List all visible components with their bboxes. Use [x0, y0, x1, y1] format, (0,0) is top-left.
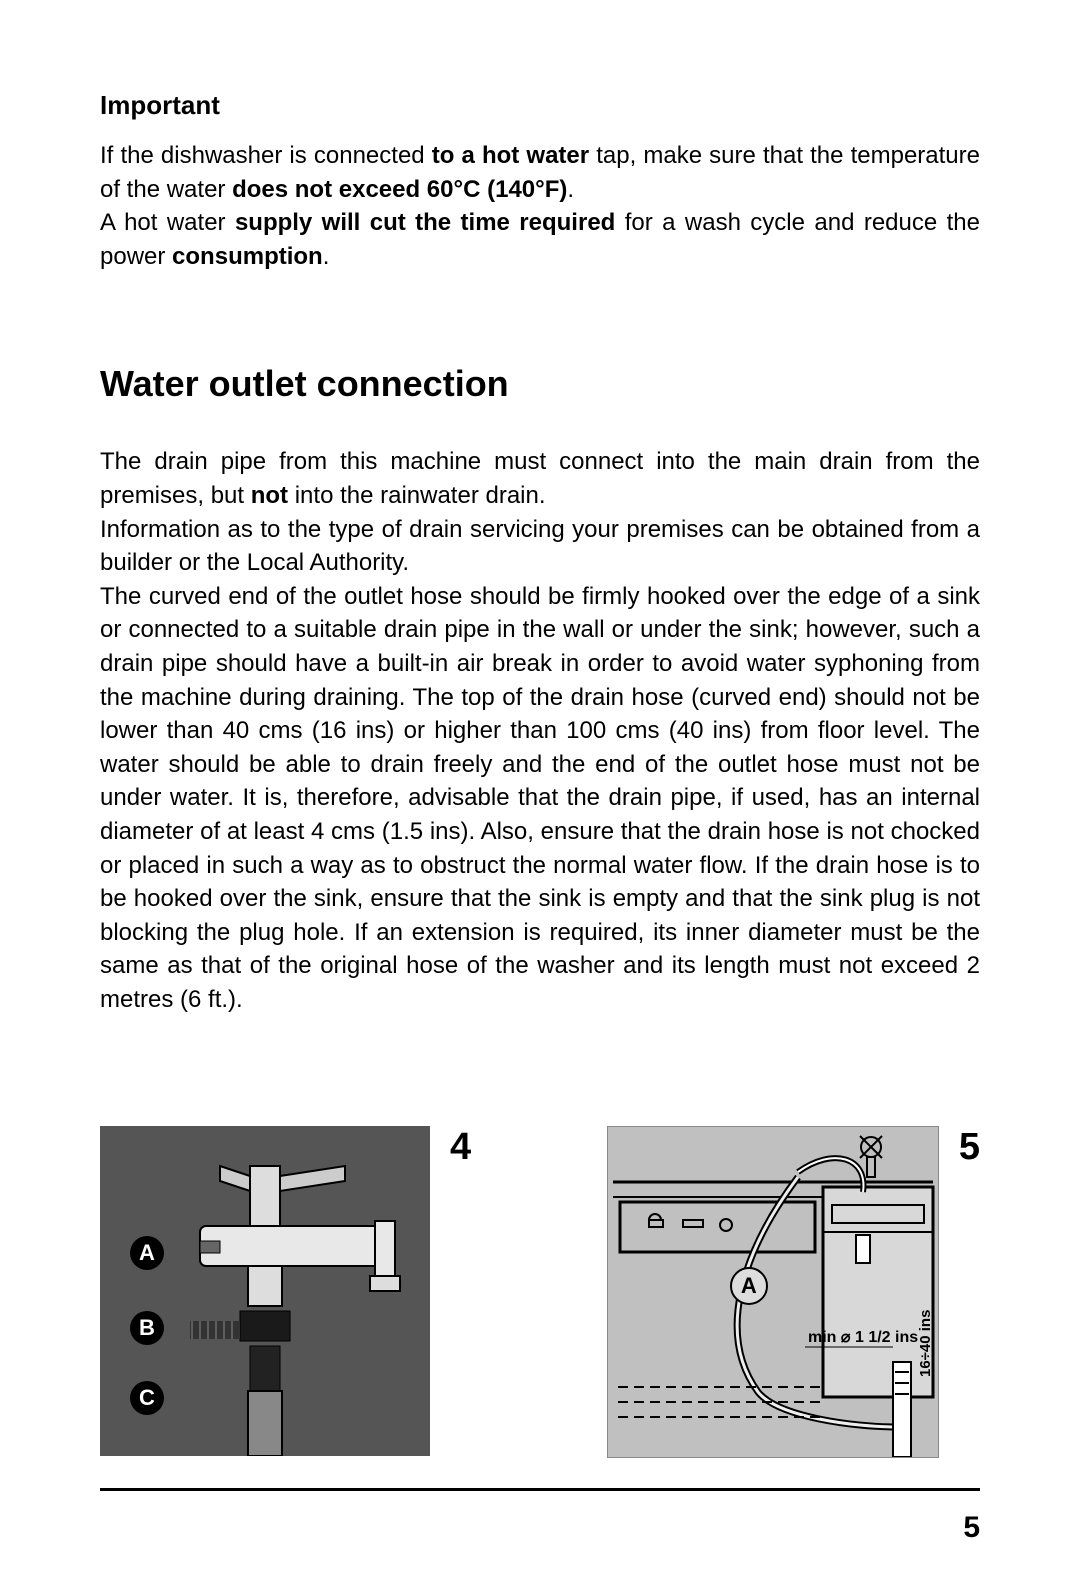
figure-5-height-text: 16÷40 ins	[917, 1310, 934, 1377]
figure-4-number: 4	[450, 1126, 471, 1169]
important-paragraph: If the dishwasher is connected to a hot …	[100, 139, 980, 273]
figure-4-block: A B C 4	[100, 1126, 471, 1456]
figure-4-image: A B C	[100, 1126, 430, 1456]
figure-5-image: min ⌀ 1 1/2 ins 16÷40 ins A	[607, 1126, 939, 1458]
figures-row: A B C 4	[100, 1126, 980, 1458]
section-body: The drain pipe from this machine must co…	[100, 445, 980, 1016]
figure-5-diameter-text: min ⌀ 1 1/2 ins	[808, 1329, 918, 1346]
page-number: 5	[100, 1511, 980, 1545]
figure-5-block: min ⌀ 1 1/2 ins 16÷40 ins A 5	[607, 1126, 980, 1458]
important-header: Important	[100, 90, 980, 121]
section-title: Water outlet connection	[100, 363, 980, 405]
figure-5-number: 5	[959, 1126, 980, 1169]
divider	[100, 1488, 980, 1491]
